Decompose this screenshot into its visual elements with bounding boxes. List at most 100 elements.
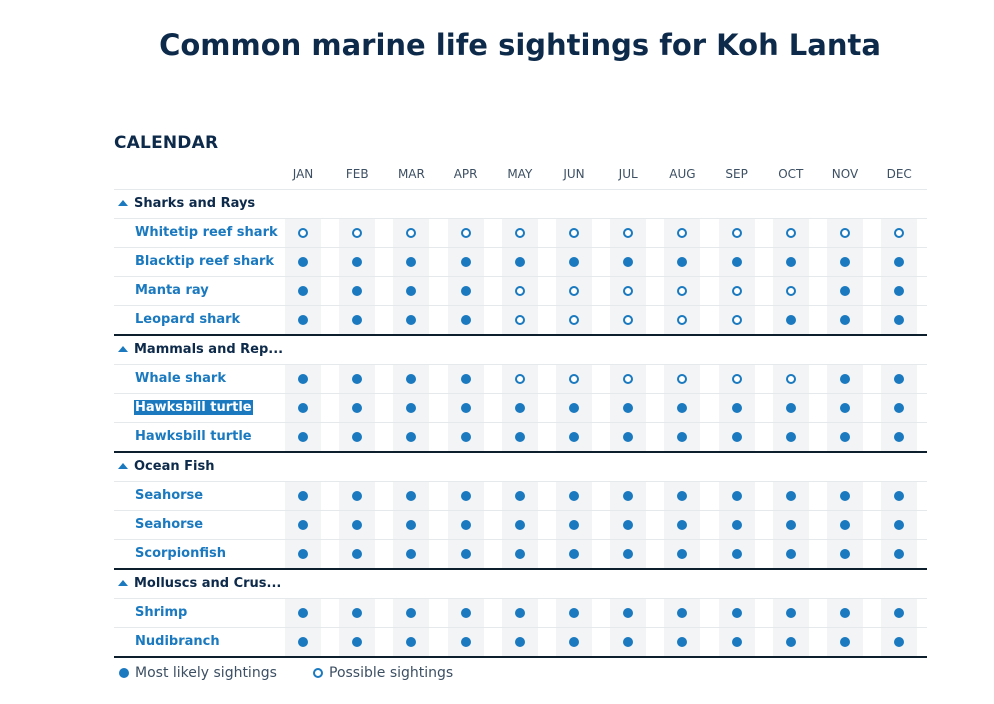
- filled-dot-icon: [894, 286, 905, 296]
- filled-dot-icon: [840, 315, 850, 325]
- filled-dot-icon: [406, 403, 417, 413]
- species-link[interactable]: Hawksbill turtle: [135, 429, 252, 444]
- species-link[interactable]: Seahorse: [135, 488, 204, 503]
- filled-dot-icon: [514, 637, 525, 647]
- filled-dot-icon: [623, 432, 634, 442]
- month-cell: [827, 248, 863, 276]
- filled-dot-icon: [840, 637, 850, 647]
- filled-dot-icon: [406, 432, 417, 442]
- month-cell: [772, 394, 809, 422]
- hollow-dot-icon: [569, 315, 579, 325]
- month-cell: [393, 628, 430, 656]
- category-header[interactable]: Sharks and Rays: [114, 190, 927, 219]
- hollow-dot-icon: [731, 315, 742, 325]
- collapse-arrow-icon[interactable]: [118, 463, 128, 469]
- month-cell: [393, 306, 430, 334]
- filled-dot-icon: [894, 520, 905, 530]
- filled-dot-icon: [514, 403, 525, 413]
- hollow-dot-icon: [677, 228, 688, 238]
- collapse-arrow-icon[interactable]: [118, 346, 128, 352]
- month-cell: [393, 599, 430, 627]
- filled-dot-icon: [460, 637, 471, 647]
- month-cell: [447, 482, 484, 510]
- species-link[interactable]: Scorpionfish: [135, 546, 226, 561]
- month-cell: [339, 540, 376, 568]
- month-cell: [339, 365, 376, 393]
- filled-dot-icon: [894, 491, 905, 501]
- filled-dot-icon: [352, 520, 363, 530]
- filled-dot-icon: [785, 403, 796, 413]
- filled-dot-icon: [406, 315, 417, 325]
- month-cell: [610, 423, 647, 451]
- species-row: Hawksbill turtle: [114, 394, 927, 423]
- month-cell: [285, 306, 321, 334]
- month-header-apr: APR: [453, 167, 478, 181]
- month-cell: [827, 277, 863, 305]
- month-cell: [285, 248, 321, 276]
- filled-dot-icon: [785, 520, 796, 530]
- filled-dot-icon: [840, 549, 850, 559]
- month-header-may: MAY: [507, 167, 533, 181]
- month-cell: [285, 628, 321, 656]
- species-link[interactable]: Whitetip reef shark: [135, 225, 278, 240]
- category-header[interactable]: Ocean Fish: [114, 453, 927, 482]
- legend-likely-label: Most likely sightings: [135, 665, 277, 681]
- filled-dot-icon: [894, 257, 905, 267]
- species-link[interactable]: Leopard shark: [135, 312, 241, 327]
- filled-dot-icon: [460, 374, 471, 384]
- month-cell: [556, 219, 592, 247]
- month-cell: [827, 219, 863, 247]
- month-cell: [881, 306, 918, 334]
- filled-dot-icon: [785, 637, 796, 647]
- month-cell: [285, 482, 321, 510]
- category-header[interactable]: Mammals and Rep...: [114, 336, 927, 365]
- category-header[interactable]: Molluscs and Crus...: [114, 570, 927, 599]
- hollow-dot-icon: [623, 315, 634, 325]
- species-link[interactable]: Shrimp: [135, 605, 188, 620]
- collapse-arrow-icon[interactable]: [118, 580, 128, 586]
- hollow-dot-icon: [894, 228, 905, 238]
- filled-dot-icon: [569, 403, 579, 413]
- species-link[interactable]: Seahorse: [135, 517, 204, 532]
- species-row: Scorpionfish: [114, 540, 927, 570]
- filled-dot-icon: [840, 286, 850, 296]
- month-cell: [447, 394, 484, 422]
- filled-dot-icon: [894, 637, 905, 647]
- hollow-dot-icon: [514, 228, 525, 238]
- hollow-dot-icon: [406, 228, 417, 238]
- filled-dot-icon: [406, 374, 417, 384]
- month-cell: [339, 599, 376, 627]
- month-cell: [339, 219, 376, 247]
- filled-dot-icon: [569, 257, 579, 267]
- filled-dot-icon: [298, 257, 308, 267]
- filled-dot-icon: [352, 491, 363, 501]
- month-cell: [285, 599, 321, 627]
- month-cell: [881, 540, 918, 568]
- month-cell: [501, 219, 538, 247]
- month-cell: [772, 628, 809, 656]
- filled-dot-icon: [406, 637, 417, 647]
- month-header-sep: SEP: [725, 167, 748, 181]
- month-cell: [610, 277, 647, 305]
- species-row: Hawksbill turtle: [114, 423, 927, 453]
- category-name: Ocean Fish: [134, 459, 215, 474]
- filled-dot-icon: [352, 315, 363, 325]
- species-link[interactable]: Manta ray: [135, 283, 209, 298]
- month-cell: [556, 599, 592, 627]
- month-cell: [447, 599, 484, 627]
- month-cell: [556, 394, 592, 422]
- month-cell: [664, 306, 701, 334]
- species-link[interactable]: Blacktip reef shark: [135, 254, 275, 269]
- month-cell: [339, 482, 376, 510]
- species-link[interactable]: Nudibranch: [135, 634, 220, 649]
- collapse-arrow-icon[interactable]: [118, 200, 128, 206]
- species-link[interactable]: Whale shark: [135, 371, 226, 386]
- month-cell: [556, 540, 592, 568]
- month-cell: [285, 423, 321, 451]
- month-cell: [285, 277, 321, 305]
- month-cell: [610, 628, 647, 656]
- filled-dot-icon: [569, 520, 579, 530]
- hollow-dot-icon: [785, 228, 796, 238]
- filled-dot-icon: [677, 549, 688, 559]
- species-link[interactable]: Hawksbill turtle: [134, 400, 253, 415]
